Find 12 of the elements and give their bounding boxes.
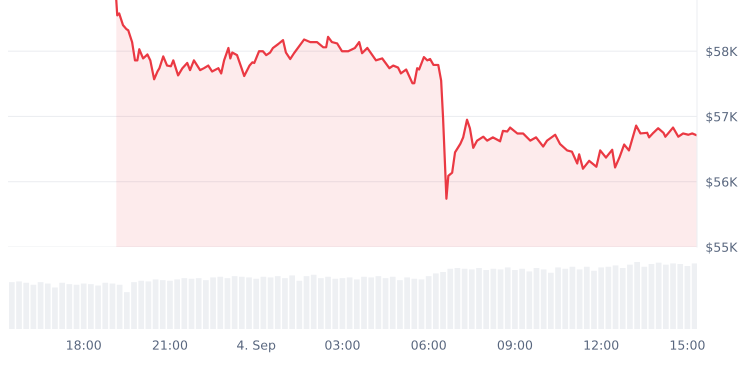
x-tick-label: 4. Sep — [237, 340, 276, 352]
x-tick-label: 18:00 — [67, 340, 101, 350]
x-tick-label: 12:00 — [584, 340, 618, 350]
y-tick-label: $55K — [706, 242, 738, 254]
y-tick-label: $56K — [706, 176, 738, 188]
x-tick-label: 15:00 — [670, 340, 705, 350]
x-tick-label: 09:00 — [498, 340, 532, 350]
x-tick-label: 03:00 — [325, 340, 360, 350]
x-tick-label: 06:00 — [411, 340, 446, 350]
x-tick-label: 21:00 — [152, 340, 188, 350]
y-tick-label: $58K — [706, 46, 738, 58]
y-tick-label: $57K — [706, 112, 738, 124]
